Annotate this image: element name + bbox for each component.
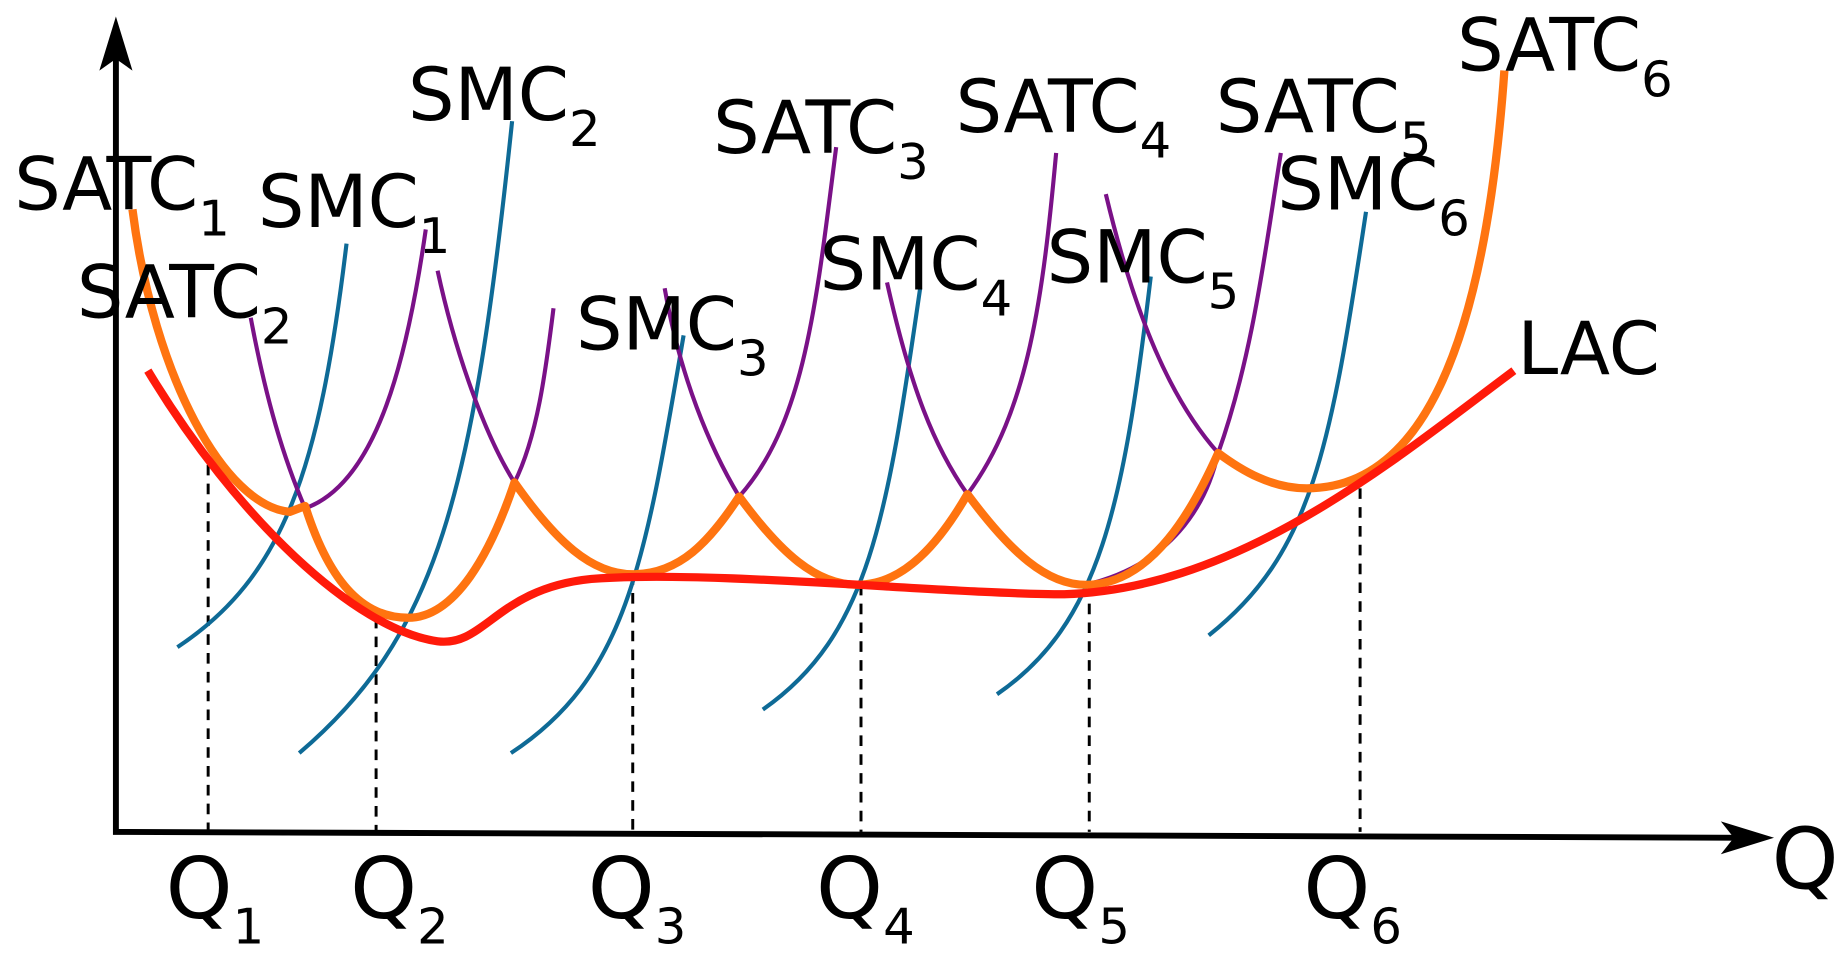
curve-label: SATC6 <box>1457 4 1673 109</box>
quantity-label: Q5 <box>1031 840 1130 956</box>
label-part: 6 <box>1641 51 1673 109</box>
quantity-label: Q6 <box>1303 840 1402 956</box>
quantity-label: Q3 <box>588 840 687 956</box>
label-part: SATC <box>14 143 198 228</box>
label-part: SMC <box>258 160 419 245</box>
curve-label: SMC2 <box>408 53 601 158</box>
label-part: Q <box>1303 840 1370 939</box>
axes <box>99 16 1774 854</box>
label-part: 4 <box>1140 112 1172 170</box>
curve-label: SMC6 <box>1277 143 1470 248</box>
curve-label: SMC3 <box>576 283 769 388</box>
label-part: 6 <box>1370 898 1402 956</box>
label-part: 3 <box>655 898 687 956</box>
label-part: 6 <box>1438 189 1470 247</box>
label-part: 2 <box>261 298 293 356</box>
label-part: SMC <box>408 53 569 138</box>
label-part: Q <box>588 840 655 939</box>
curve-label: SATC1 <box>14 143 230 248</box>
label-part: 1 <box>198 189 230 247</box>
label-part: 3 <box>897 133 929 191</box>
label-part: Q <box>1031 840 1098 939</box>
label-part: 1 <box>419 207 451 265</box>
label-part: 5 <box>1098 898 1130 956</box>
label-part: SATC <box>1457 4 1641 89</box>
x-axis-label: Q <box>1772 811 1839 910</box>
lac-label: LAC <box>1517 307 1660 392</box>
label-part: Q <box>816 840 883 939</box>
label-part: 3 <box>737 329 769 387</box>
label-part: Q <box>350 840 417 939</box>
label-part: SATC <box>77 251 261 336</box>
label-part: SATC <box>1216 65 1400 150</box>
label-part: Q <box>166 840 233 939</box>
label-part: SMC <box>820 223 981 308</box>
quantity-label: Q2 <box>350 840 449 956</box>
label-part: SMC <box>1277 143 1438 228</box>
label-part: 5 <box>1208 262 1240 320</box>
label-part: SMC <box>576 283 737 368</box>
diagram: SATC1 SMC1 SATC2 SMC2 SATC3 SATC4 SATC5 … <box>0 0 1845 959</box>
curve-label: SATC4 <box>956 65 1172 170</box>
label-part: SATC <box>956 65 1140 150</box>
label-part: 4 <box>981 269 1013 327</box>
label-part: 2 <box>417 898 449 956</box>
label-part: 2 <box>569 100 601 158</box>
label-part: 4 <box>883 898 915 956</box>
label-part: 1 <box>233 898 265 956</box>
curve-label: SMC1 <box>258 160 451 265</box>
page: {"curves": [ {"label": "SATC", "sub": "1… <box>0 0 1845 959</box>
curve-labels: SATC1 SMC1 SATC2 SMC2 SATC3 SATC4 SATC5 … <box>14 4 1673 392</box>
curve-label: SATC2 <box>77 251 293 356</box>
lac-curve <box>148 371 1514 642</box>
label-part: SMC <box>1047 216 1208 301</box>
quantity-label: Q1 <box>166 840 265 956</box>
curve-label: SMC5 <box>1047 216 1240 321</box>
quantity-label: Q4 <box>816 840 915 956</box>
curve-label: SATC3 <box>713 86 929 191</box>
label-part: SATC <box>713 86 897 171</box>
